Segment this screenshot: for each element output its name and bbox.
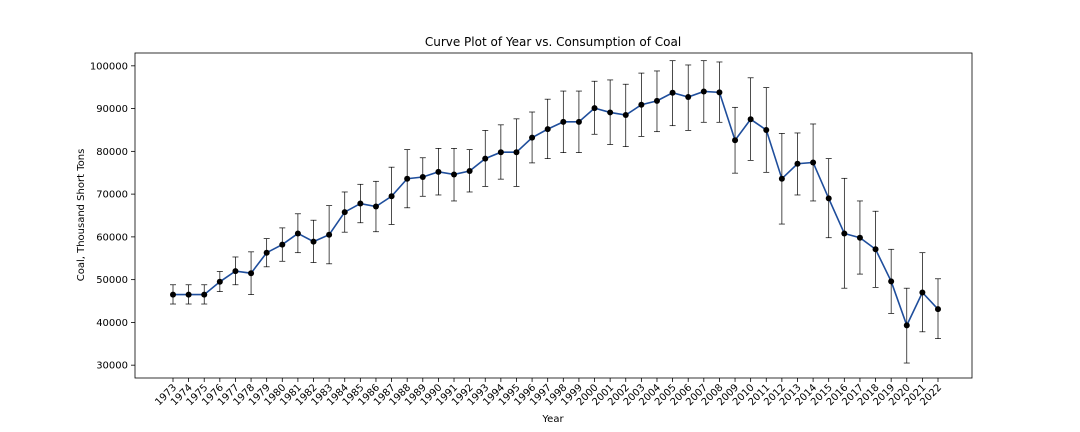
y-tick-label: 70000 (96, 190, 128, 201)
data-point (201, 291, 208, 298)
data-point (638, 101, 645, 108)
y-axis-title: Coal, Thousand Short Tons (76, 149, 87, 282)
data-point (825, 195, 832, 202)
y-tick-label: 50000 (96, 275, 128, 286)
data-point (388, 193, 395, 200)
chart-title: Curve Plot of Year vs. Consumption of Co… (425, 35, 681, 49)
data-point (700, 88, 707, 95)
data-point (669, 89, 676, 96)
y-tick-label: 40000 (96, 318, 128, 329)
data-point (575, 118, 582, 125)
data-point (216, 278, 223, 285)
data-point (279, 241, 286, 248)
data-point (185, 291, 192, 298)
data-point (232, 268, 239, 275)
data-point (716, 89, 723, 96)
data-point (170, 291, 176, 298)
data-point (404, 175, 411, 182)
data-point (544, 126, 551, 133)
data-point (435, 168, 442, 175)
data-point (919, 289, 926, 296)
y-tick-label: 30000 (96, 361, 128, 372)
data-point (763, 126, 770, 133)
data-point (294, 230, 301, 237)
data-point (778, 175, 785, 182)
x-axis-ticks: 1973197419751976197719781979198019811982… (153, 378, 944, 408)
y-tick-label: 100000 (90, 61, 128, 72)
data-point (856, 234, 863, 241)
data-point (310, 238, 317, 245)
y-tick-label: 90000 (96, 104, 128, 115)
data-point (653, 97, 660, 104)
y-axis-ticks: 30000 40000 50000 60000 70000 80000 90000 10000… (90, 61, 135, 372)
data-point (529, 134, 536, 141)
y-tick-label: 80000 (96, 147, 128, 158)
data-points (170, 88, 941, 329)
data-point (622, 112, 629, 119)
y-tick-label: 60000 (96, 232, 128, 243)
data-point (888, 278, 895, 285)
data-point (591, 105, 598, 112)
data-point (372, 203, 379, 210)
data-point (451, 171, 458, 178)
data-point (903, 322, 910, 329)
data-point (935, 306, 941, 313)
data-point (513, 149, 520, 156)
data-point (607, 109, 614, 116)
data-point (732, 137, 739, 144)
data-point (872, 246, 879, 253)
data-point (341, 209, 348, 216)
data-point (560, 118, 567, 125)
data-point (497, 149, 504, 156)
series-line (173, 90, 939, 328)
data-point (248, 270, 255, 277)
plot-area-frame (134, 52, 973, 379)
error-bars (170, 60, 941, 364)
data-point (841, 230, 848, 237)
data-point (482, 155, 489, 162)
data-point (810, 159, 817, 166)
data-point (685, 94, 692, 101)
data-point (794, 160, 801, 167)
data-point (263, 249, 270, 256)
data-point (747, 116, 754, 123)
x-axis-title: Year (541, 414, 564, 425)
data-point (419, 174, 426, 181)
data-point (326, 231, 333, 238)
data-point (357, 200, 364, 207)
data-point (466, 168, 473, 175)
